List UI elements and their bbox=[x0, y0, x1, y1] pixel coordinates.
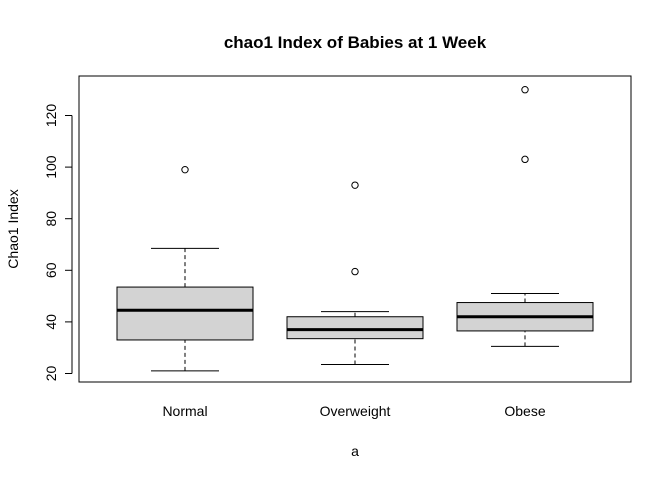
box-series bbox=[116, 86, 594, 372]
iqr-box bbox=[116, 286, 254, 341]
box-normal bbox=[116, 165, 254, 372]
y-axis-label: Chao1 Index bbox=[5, 189, 21, 268]
box-obese bbox=[456, 86, 594, 347]
x-tick-label: Overweight bbox=[320, 403, 391, 419]
outlier-point bbox=[521, 155, 529, 164]
x-tick-label: Obese bbox=[504, 403, 545, 419]
y-tick-label: 100 bbox=[43, 155, 59, 179]
outlier-point bbox=[181, 165, 189, 174]
x-axis-label: a bbox=[351, 443, 359, 459]
outlier-point bbox=[351, 267, 359, 276]
x-axis: Normal Overweight Obese bbox=[162, 403, 545, 419]
chart-title: chao1 Index of Babies at 1 Week bbox=[224, 33, 487, 52]
y-tick-label: 20 bbox=[43, 366, 59, 382]
y-tick-label: 60 bbox=[43, 262, 59, 278]
y-axis: 20 40 60 80 100 120 bbox=[43, 104, 73, 382]
plot-frame bbox=[78, 75, 632, 383]
iqr-box bbox=[286, 316, 424, 340]
y-tick-label: 40 bbox=[43, 314, 59, 330]
box-overweight bbox=[286, 181, 424, 365]
x-tick-label: Normal bbox=[162, 403, 207, 419]
outlier-point bbox=[521, 86, 529, 94]
y-tick-label: 120 bbox=[43, 104, 59, 128]
y-tick-label: 80 bbox=[43, 211, 59, 227]
outlier-point bbox=[351, 181, 359, 189]
